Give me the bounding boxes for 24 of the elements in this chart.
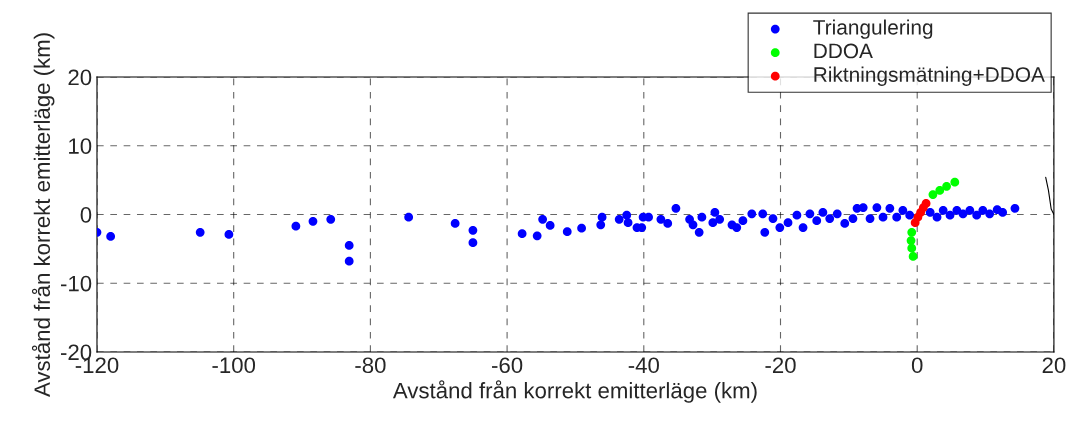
legend-label: DDOA [814, 43, 873, 59]
x-axis-title: Avstånd från korrekt emitterläge (km) [392, 380, 757, 403]
x-tick-label: -60 [492, 357, 523, 374]
x-tick-label: -40 [628, 357, 659, 374]
legend-label: Riktningsmätning+DDOA [814, 66, 1045, 87]
x-tick-label: 0 [911, 357, 923, 374]
point [950, 177, 960, 187]
y-tick-label: 20 [68, 69, 92, 86]
x-tick-label: -20 [765, 357, 796, 374]
point [906, 236, 916, 245]
y-axis-title: Avstånd från korrekt emitterläge (km) [31, 33, 55, 397]
y-tick-label: 0 [80, 207, 92, 223]
point [935, 186, 945, 195]
x-tick-label: 20 [1042, 357, 1066, 374]
point [921, 199, 931, 208]
y-tick-label: 10 [69, 138, 92, 154]
point [908, 252, 918, 261]
y-tick-label: -10 [60, 275, 92, 292]
point [942, 181, 951, 191]
x-tick-label: -80 [355, 357, 386, 374]
legend-label: Triangulering [813, 19, 933, 39]
point [928, 190, 938, 199]
x-tick-label: -100 [212, 357, 256, 374]
point [907, 227, 917, 237]
